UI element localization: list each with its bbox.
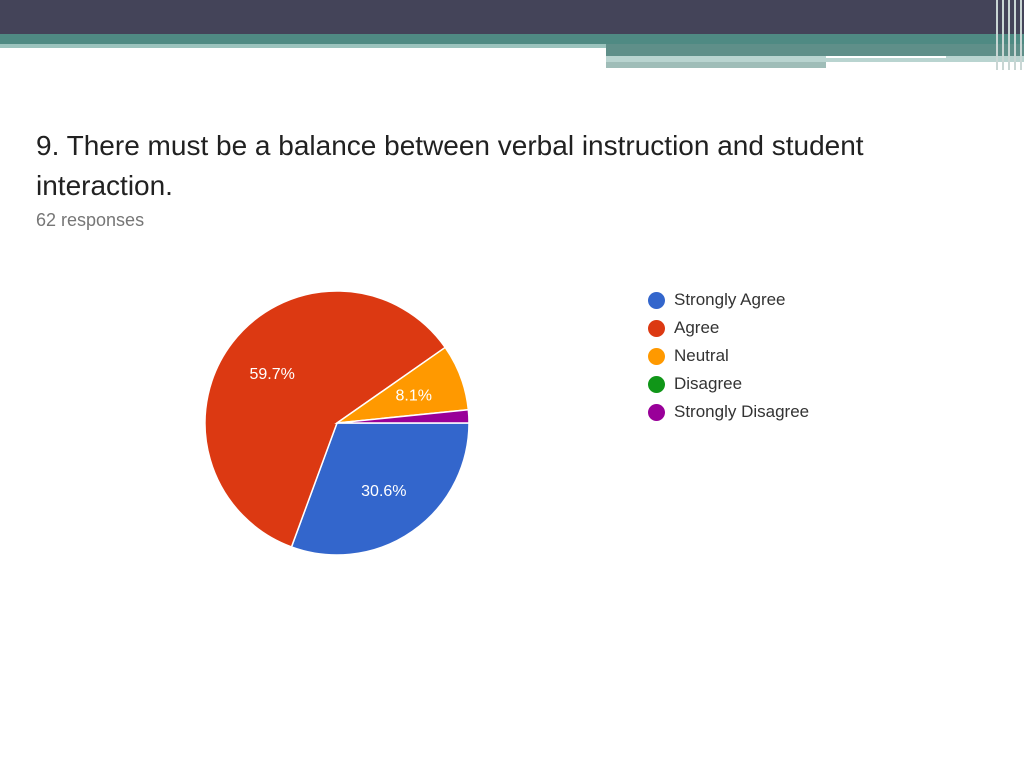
- legend-swatch: [648, 375, 665, 393]
- legend-swatch: [648, 291, 665, 309]
- legend-item: Agree: [648, 314, 809, 342]
- pie-slice-agree: [204, 290, 447, 548]
- teal-band-light: [0, 44, 606, 48]
- chart-legend: Strongly Agree Agree Neutral Disagree Strong…: [648, 286, 809, 426]
- response-count: 62 responses: [36, 210, 145, 230]
- legend-label: Agree: [674, 318, 720, 337]
- header-bar: [0, 0, 1024, 34]
- legend-item: Strongly Agree: [648, 286, 809, 314]
- legend-label: Strongly Disagree: [674, 402, 810, 421]
- pie-slice-strongly-disagree: [336, 408, 470, 424]
- legend-item: Disagree: [648, 370, 809, 398]
- legend-label: Disagree: [674, 374, 743, 393]
- legend-label: Strongly Agree: [674, 290, 786, 309]
- pie-data-label: 59.7%: [249, 366, 294, 383]
- legend-swatch: [648, 403, 665, 421]
- legend-item: Neutral: [648, 342, 809, 370]
- decorative-band: [606, 62, 826, 68]
- decorative-band: [606, 44, 1024, 56]
- pie-data-label: 30.6%: [361, 483, 406, 500]
- decorative-line: [826, 56, 946, 58]
- pie-slice-strongly-agree: [290, 422, 470, 556]
- legend-label: Neutral: [674, 346, 729, 365]
- teal-band: [0, 34, 1024, 44]
- legend-swatch: [648, 319, 665, 337]
- legend-item: Strongly Disagree: [648, 398, 809, 426]
- pie-data-label: 8.1%: [396, 388, 432, 405]
- legend-swatch: [648, 347, 665, 365]
- edge-stripes: [994, 0, 1024, 70]
- question-title: 9. There must be a balance between verba…: [36, 130, 864, 201]
- decorative-band: [606, 56, 1024, 62]
